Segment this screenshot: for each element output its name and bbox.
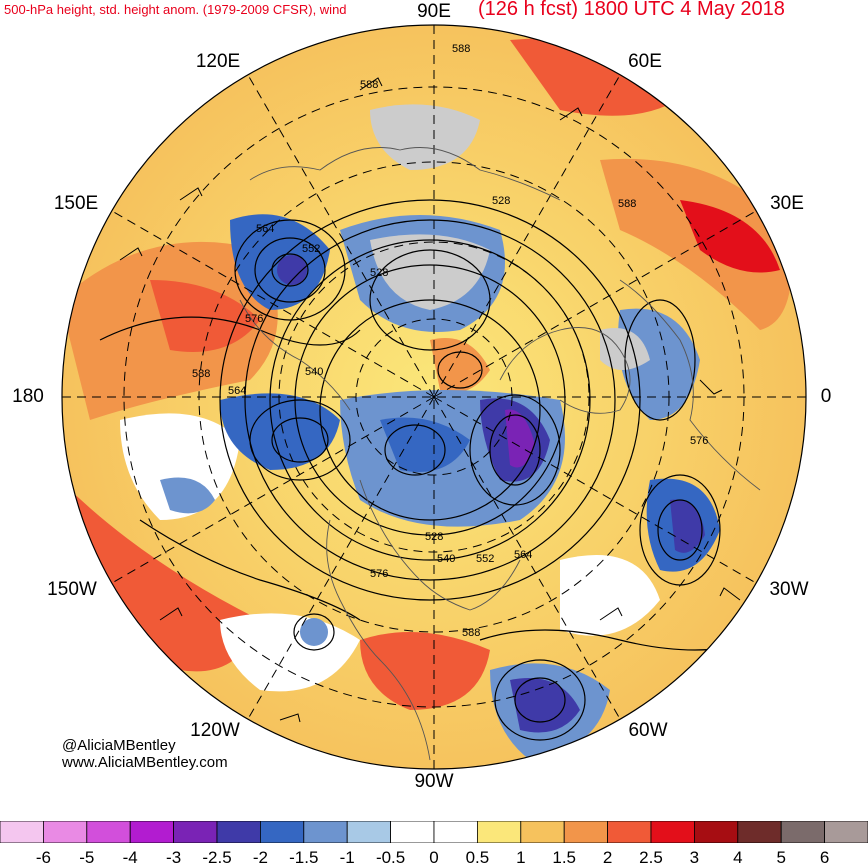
colorbar-swatch [303,821,348,843]
polar-map: 588 588 528 588 564 552 528 576 588 540 … [61,24,807,770]
lon-label-90e: 90E [417,1,451,22]
contour-label: 576 [690,435,708,447]
anomaly-cold-canada-core [380,417,470,472]
contour-label: 576 [245,313,263,325]
contour-label: 588 [452,43,470,55]
forecast-time: (126 h fcst) 1800 UTC 4 May 2018 [478,0,785,20]
colorbar-swatch [0,821,44,843]
lon-label-30w: 30W [769,579,809,600]
colorbar-swatch [216,821,261,843]
lon-label-90w: 90W [414,771,454,792]
colorbar-swatch [390,821,435,843]
colorbar-swatch [259,821,305,843]
lon-label-30e: 30E [770,193,804,214]
colorbar-tick-label: 3 [689,848,700,867]
map-disk: 588 588 528 588 564 552 528 576 588 540 … [62,25,806,769]
contour-label: 588 [360,79,378,91]
contour-label: 540 [437,553,455,565]
lon-label-60e: 60E [628,51,662,72]
anomaly-strong-warm-pacific [150,280,260,352]
anomaly-neutral-atlantic [560,555,660,636]
colorbar-tick-label: 2 [602,848,613,867]
contour-label: 528 [370,267,388,279]
colorbar-swatch [346,821,392,843]
anomaly-gray-arctic [370,234,490,310]
colorbar-tick-label: -0.5 [375,848,406,867]
contour-label: 588 [618,198,636,210]
graticule [62,25,806,769]
contour-label: 540 [305,366,323,378]
anomaly-strong-warm-eurasia [680,200,780,273]
lon-label-60w: 60W [628,720,668,741]
colorbar-swatch [737,821,782,843]
credit-handle: @AliciaMBentley [62,737,176,754]
colorbar-tick-label: -1 [339,848,355,867]
coastlines [239,147,761,761]
anomaly-cold-europe [618,308,700,420]
colorbar-swatch [563,821,609,843]
colorbar [0,821,868,843]
anomaly-cold-alaska [220,393,340,470]
colorbar-swatch [129,821,174,843]
colorbar-swatch [43,821,88,843]
colorbar-tick-label: 1.5 [552,848,577,867]
colorbar-tick-label: 6 [819,848,830,867]
colorbar-tick-label: -2 [252,848,268,867]
contour-label: 588 [462,627,480,639]
map-title: 500-hPa height, std. height anom. (1979-… [4,2,347,17]
colorbar-tick-label: -1.5 [289,848,319,867]
lon-label-120e: 120E [195,51,241,72]
lon-label-180: 180 [12,386,44,407]
lon-label-0: 0 [820,386,832,407]
colorbar-swatch [476,821,522,843]
colorbar-tick-label: 2.5 [639,848,663,867]
colorbar-swatch [173,821,218,843]
contour-label: 528 [492,195,510,207]
contour-label: 564 [228,385,246,397]
colorbar-swatch [433,821,478,843]
colorbar-tick-label: 0 [429,848,439,867]
anomaly-warm-north-america [360,632,490,710]
lon-label-150e: 150E [53,193,99,214]
colorbar-tick-label: -4 [122,848,138,867]
contour-label-group: 588 588 528 588 564 552 528 576 588 540 … [192,43,708,639]
colorbar-tick-label: -2.5 [202,848,232,867]
lon-label-150w: 150W [47,579,97,600]
anomaly-warm-east-pacific [62,480,260,672]
contour-label: 564 [514,549,532,561]
colorbar-swatch [694,821,739,843]
anomaly-cold-north-pacific [160,477,215,514]
anomaly-cold-greenland-core [505,409,535,468]
colorbar-tick-label: -6 [35,848,51,867]
colorbar-swatch [607,821,652,843]
contour-label: 552 [302,243,320,255]
colorbar-swatch [780,821,826,843]
colorbar-swatch [650,821,695,843]
colorbar-swatch [86,821,131,843]
contour-label: 552 [476,553,494,565]
colorbar-tick-label: -5 [79,848,95,867]
credit-website[interactable]: www.AliciaMBentley.com [62,754,228,771]
anomaly-cold-kamchatka-core [277,255,307,285]
colorbar-swatch [824,821,868,843]
contour-label: 588 [192,368,210,380]
colorbar-tick-label: 0.5 [465,848,490,867]
contour-label: 564 [256,223,274,235]
colorbar-tick-label: 1 [516,848,526,867]
colorbar-tick-label: -3 [166,848,182,867]
anomaly-cold-east-atlantic-core [670,499,705,553]
colorbar-tick-label: 4 [733,848,743,867]
map-border [61,24,807,770]
colorbar-tick-label: 5 [776,848,786,867]
anomaly-warm-eurasia [600,158,792,330]
colorbar-swatch [520,821,565,843]
contour-label: 528 [425,531,443,543]
anomaly-cold-west-us [300,618,328,646]
contour-label: 576 [370,568,388,580]
lon-label-120w: 120W [190,720,240,741]
anomaly-gray-siberia [370,104,480,170]
